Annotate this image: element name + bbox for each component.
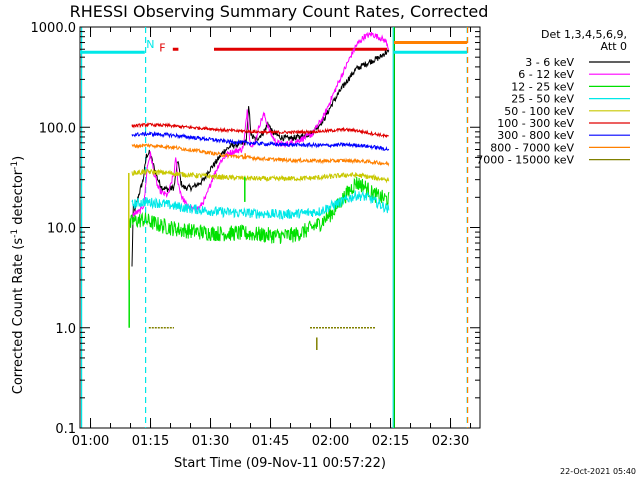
series-line-5 <box>131 122 389 139</box>
y-tick-label: 100.0 <box>39 121 76 136</box>
y-label-main: Corrected Count Rate (s <box>11 238 26 395</box>
y-label-sup2: -1 <box>10 161 20 170</box>
legend-label: 6 - 12 keV <box>518 68 574 81</box>
legend-label: 12 - 25 keV <box>511 80 574 93</box>
legend-label: 100 - 300 keV <box>497 117 574 130</box>
legend-label: 800 - 7000 keV <box>490 141 574 154</box>
x-tick-label: 01:45 <box>252 434 289 449</box>
generation-timestamp: 22-Oct-2021 05:40 <box>560 467 636 476</box>
legend-header-detectors: Det 1,3,4,5,6,9, <box>541 28 627 41</box>
legend-label: 3 - 6 keV <box>525 56 574 69</box>
series-line-2 <box>128 176 390 244</box>
legend-label: 50 - 100 keV <box>504 105 574 118</box>
flag-label: N <box>146 38 154 51</box>
y-label-end: ) <box>11 156 26 161</box>
x-tick-label: 01:15 <box>132 434 169 449</box>
vertical-marker-lines <box>80 27 469 428</box>
y-tick-label: 1000.0 <box>31 21 77 36</box>
y-tick-label: 0.1 <box>55 422 76 437</box>
state-segments <box>80 41 468 329</box>
x-tick-label: 02:15 <box>372 434 409 449</box>
legend-header-attenuator: Att 0 <box>601 40 627 53</box>
series-line-0 <box>131 49 390 267</box>
x-axis-ticks: 01:00 01:15 01:30 01:45 02:00 02:15 02:30 <box>72 27 472 449</box>
y-axis-ticks: 1000.0 100.0 10.0 1.0 0.1 <box>31 21 480 437</box>
x-tick-label: 01:30 <box>192 434 229 449</box>
series-line-3 <box>131 190 390 221</box>
x-tick-label: 02:00 <box>312 434 349 449</box>
series-line-1 <box>131 31 390 219</box>
series-line-4 <box>131 168 390 184</box>
chart-title: RHESSI Observing Summary Count Rates, Co… <box>70 2 489 21</box>
x-tick-label: 01:00 <box>72 434 109 449</box>
x-tick-label: 02:30 <box>432 434 469 449</box>
count-rate-series <box>128 31 390 267</box>
legend-label: 300 - 800 keV <box>497 129 574 142</box>
series-line-6 <box>131 130 390 152</box>
y-label-sup1: -1 <box>10 229 20 238</box>
legend-label: 7000 - 15000 keV <box>476 154 574 167</box>
plot-border <box>79 26 481 429</box>
y-tick-label: 1.0 <box>55 322 76 337</box>
series-line-7 <box>131 142 390 167</box>
y-label-mid: detector <box>11 169 26 229</box>
legend-label: 25 - 50 keV <box>511 93 574 106</box>
plot-frame <box>79 26 481 429</box>
flag-label: F <box>159 41 165 54</box>
x-axis-label: Start Time (09-Nov-11 00:57:22) <box>174 456 386 471</box>
y-tick-label: 10.0 <box>47 222 76 237</box>
spike-marks <box>128 153 318 350</box>
y-axis-label: Corrected Count Rate (s-1 detector-1) <box>10 156 26 394</box>
